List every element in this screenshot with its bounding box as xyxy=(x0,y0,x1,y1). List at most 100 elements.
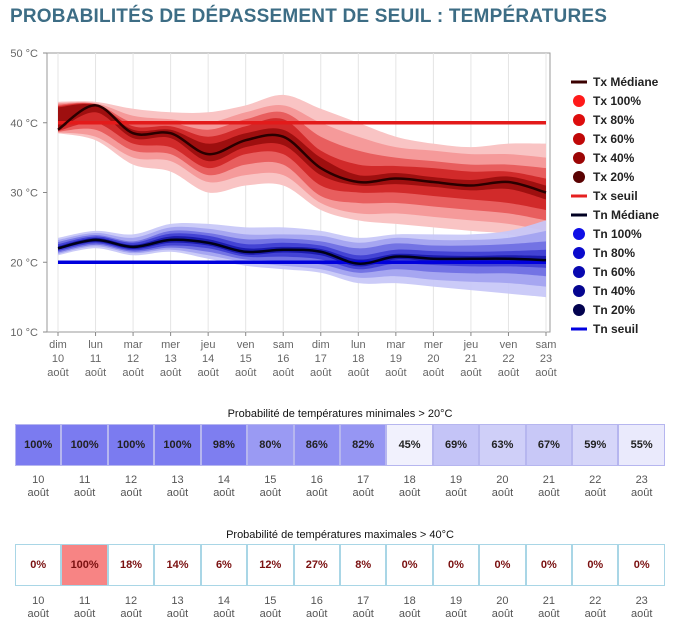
max-day-label: 19 août xyxy=(445,595,467,620)
min-prob-title: Probabilité de températures minimales > … xyxy=(227,408,453,420)
max-day-label: 10 août xyxy=(27,595,49,620)
x-tick-label: ven xyxy=(237,339,255,351)
legend-label: Tn 100% xyxy=(593,227,642,241)
legend-label: Tn 20% xyxy=(593,303,635,317)
legend-dot-swatch xyxy=(573,95,585,107)
legend-dot-swatch xyxy=(573,247,585,259)
legend-dot-swatch xyxy=(573,285,585,297)
max-day-label: 16 août xyxy=(306,595,328,620)
max-prob-cell: 0% xyxy=(386,544,433,586)
legend-dot-swatch xyxy=(573,133,585,145)
legend-label: Tn seuil xyxy=(593,322,638,336)
legend-label: Tx 40% xyxy=(593,151,635,165)
x-tick-label: 20 xyxy=(427,353,439,365)
x-tick-label: 17 xyxy=(315,353,327,365)
min-day-label: 12 août xyxy=(120,474,142,499)
max-prob-cell: 27% xyxy=(293,544,340,586)
max-day-label: 11 août xyxy=(73,595,96,620)
min-prob-cell: 82% xyxy=(339,424,387,466)
min-prob-day-labels: 10 août 11 août 12 août 13 août 14 août 15 août 16 ao… xyxy=(15,474,665,500)
x-tick-label: août xyxy=(47,367,68,379)
x-tick-label: dim xyxy=(49,339,67,351)
x-tick-label: 16 xyxy=(277,353,289,365)
x-tick-label: 22 xyxy=(502,353,514,365)
max-prob-cell: 6% xyxy=(200,544,248,586)
x-tick-label: mer xyxy=(161,339,180,351)
max-prob-cell: 0% xyxy=(572,544,619,586)
min-day-label: 16 août xyxy=(306,474,328,499)
x-tick-label: sam xyxy=(536,339,557,351)
x-tick-label: août xyxy=(235,367,256,379)
x-tick-label: août xyxy=(310,367,331,379)
min-prob-cell: 63% xyxy=(479,424,526,466)
legend-label: Tx Médiane xyxy=(593,75,659,89)
legend-dot-swatch xyxy=(573,152,585,164)
max-prob-day-labels: 10 août 11 août 12 août 13 août 14 août 15 août 16 ao… xyxy=(15,595,665,621)
x-tick-label: 18 xyxy=(352,353,364,365)
min-day-label: 10 août xyxy=(27,474,49,499)
min-prob-cell: 100% xyxy=(107,424,155,466)
min-prob-cell: 100% xyxy=(61,424,108,466)
x-tick-label: août xyxy=(498,367,519,379)
y-tick-label: 20 °C xyxy=(10,257,38,269)
x-tick-label: lun xyxy=(88,339,103,351)
min-prob-cell: 45% xyxy=(386,424,433,466)
tn-median-line xyxy=(57,238,547,265)
min-day-label: 23 août xyxy=(630,474,653,499)
max-day-label: 22 août xyxy=(584,595,606,620)
x-tick-label: août xyxy=(385,367,406,379)
x-tick-label: août xyxy=(273,367,294,379)
max-day-label: 12 août xyxy=(120,595,142,620)
min-day-label: 22 août xyxy=(584,474,606,499)
y-tick-label: 50 °C xyxy=(10,48,38,60)
x-tick-label: mar xyxy=(386,339,405,351)
x-tick-label: 10 xyxy=(52,353,64,365)
x-tick-label: août xyxy=(197,367,218,379)
min-day-label: 13 août xyxy=(166,474,189,499)
x-tick-label: 19 xyxy=(390,353,402,365)
min-prob-cell: 55% xyxy=(618,424,665,466)
x-tick-label: 21 xyxy=(465,353,477,365)
x-tick-label: sam xyxy=(273,339,294,351)
max-day-label: 18 août xyxy=(398,595,421,620)
x-tick-label: dim xyxy=(312,339,330,351)
max-prob-title: Probabilité de températures maximales > … xyxy=(226,529,454,541)
min-prob-cell: 100% xyxy=(15,424,62,466)
x-tick-label: août xyxy=(160,367,181,379)
max-prob-cell: 0% xyxy=(525,544,573,586)
max-prob-cell: 8% xyxy=(339,544,387,586)
min-day-label: 14 août xyxy=(213,474,235,499)
legend-dot-swatch xyxy=(573,266,585,278)
legend-label: Tx 100% xyxy=(593,94,641,108)
x-tick-label: août xyxy=(348,367,369,379)
min-day-label: 21 août xyxy=(538,474,560,499)
min-day-label: 17 août xyxy=(352,474,374,499)
legend-label: Tn 80% xyxy=(593,246,635,260)
x-tick-label: 15 xyxy=(240,353,252,365)
tx-median-line xyxy=(57,104,547,194)
y-tick-label: 10 °C xyxy=(10,327,38,339)
max-day-label: 17 août xyxy=(352,595,374,620)
max-day-label: 14 août xyxy=(213,595,235,620)
max-day-label: 21 août xyxy=(538,595,560,620)
max-prob-cell: 18% xyxy=(107,544,155,586)
legend-dot-swatch xyxy=(573,228,585,240)
x-tick-label: 23 xyxy=(540,353,552,365)
x-tick-label: mar xyxy=(124,339,143,351)
min-day-label: 19 août xyxy=(445,474,467,499)
x-tick-label: ven xyxy=(500,339,518,351)
x-tick-label: août xyxy=(460,367,481,379)
legend-label: Tn Médiane xyxy=(593,208,659,222)
x-tick-label: août xyxy=(122,367,143,379)
max-prob-cell: 100% xyxy=(61,544,108,586)
page-title: PROBABILITÉS DE DÉPASSEMENT DE SEUIL : T… xyxy=(10,6,608,27)
legend-label: Tn 60% xyxy=(593,265,635,279)
max-prob-cell: 0% xyxy=(15,544,62,586)
max-day-label: 23 août xyxy=(630,595,653,620)
min-prob-cell: 69% xyxy=(432,424,480,466)
legend-label: Tx 80% xyxy=(593,113,635,127)
min-prob-cell: 59% xyxy=(572,424,619,466)
x-tick-label: lun xyxy=(351,339,366,351)
legend-label: Tn 40% xyxy=(593,284,635,298)
x-tick-label: août xyxy=(535,367,556,379)
